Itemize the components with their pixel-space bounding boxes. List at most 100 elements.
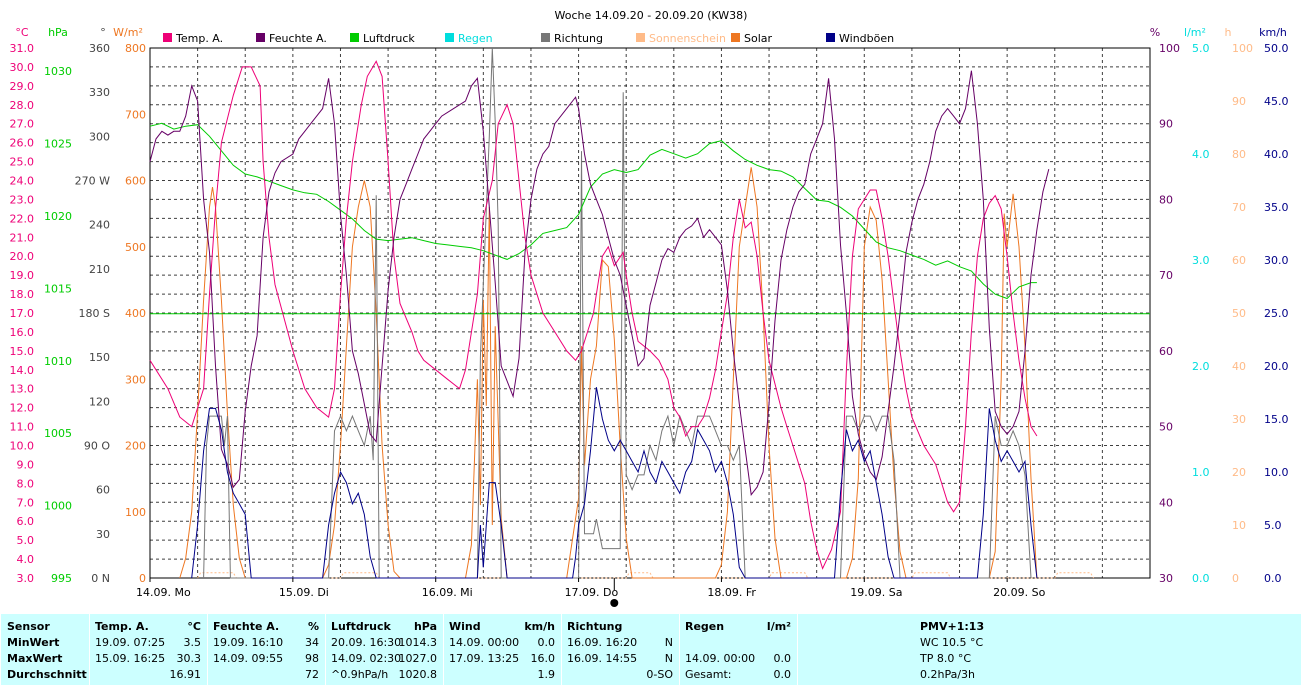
axis-tick-temp: 11.0 [10,421,35,434]
axis-tick-temp: 8.0 [17,477,35,490]
series-temp-a- [149,60,1038,570]
axis-tick-dir: 150 [89,351,110,364]
legend-swatch-press [350,33,359,42]
series-richtung [203,47,1032,579]
legend-swatch-gust [826,33,835,42]
axis-tick-temp: 9.0 [17,458,35,471]
x-tick-label: 15.09. Di [279,586,329,599]
axis-tick-temp: 4.0 [17,553,35,566]
axis-tick-dir: 180 S [79,307,110,320]
axis-tick-press: 1010 [44,355,72,368]
axis-tick-dir: 210 [89,263,110,276]
axis-tick-dir: 360 [89,42,110,55]
axis-tick-sun: 20 [1232,466,1246,479]
stats-wind-min-value: 0.0 [537,636,556,649]
axis-tick-temp: 21.0 [10,231,35,244]
legend-label-gust: Windböen [839,32,894,45]
axis-tick-temp: 29.0 [10,80,35,93]
stats-temp-avg-value: 16.91 [169,668,202,681]
axis-tick-sun: 0 [1232,572,1239,585]
axis-tick-temp: 3.0 [17,572,35,585]
axis-tick-rain: 3.0 [1192,254,1210,267]
axis-tick-gust: 50.0 [1264,42,1289,55]
axis-tick-gust: 30.0 [1264,254,1289,267]
stats-wind-header: Wind [449,620,481,633]
x-tick-label: 16.09. Mi [422,586,473,599]
axis-tick-dir: 120 [89,395,110,408]
legend-label-temp: Temp. A. [175,32,223,45]
axis-tick-solar: 200 [125,440,146,453]
axis-tick-temp: 5.0 [17,534,35,547]
axis-tick-temp: 23.0 [10,193,35,206]
axis-tick-rain: 2.0 [1192,360,1210,373]
series-feuchte-a- [149,70,1050,496]
axis-tick-press: 1025 [44,138,72,151]
axis-tick-gust: 45.0 [1264,95,1289,108]
stats-pmv-header: PMV+1:13 [920,620,985,633]
axis-tick-temp: 17.0 [10,307,35,320]
stats-temp-min-value: 3.5 [183,636,202,649]
legend-label-dir: Richtung [554,32,603,45]
axis-tick-temp: 16.0 [10,326,35,339]
axis-tick-temp: 10.0 [10,440,35,453]
axis-tick-hum: 80 [1159,193,1173,206]
axis-tick-solar: 300 [125,373,146,386]
axis-tick-press: 1005 [44,427,72,440]
x-tick-label: 14.09. Mo [136,586,191,599]
axis-tick-temp: 15.0 [10,345,35,358]
axis-tick-sun: 100 [1232,42,1253,55]
axis-tick-hum: 50 [1159,421,1173,434]
legend: Temp. A. Feuchte A. Luftdruck Regen Richtung… [163,32,894,45]
stats-dir-max-time: 16.09. 14:55 [567,652,638,665]
stats-col-rain: Regen l/m² 14.09. 00:00 0.0 Gesamt: 0.0 [679,614,797,685]
axis-tick-sun: 60 [1232,254,1246,267]
stats-table: Sensor MinWert MaxWert Durchschnitt Temp… [0,614,1301,685]
axis-tick-sun: 70 [1232,201,1246,214]
stats-press-min-time: 20.09. 16:30 [331,636,402,649]
axis-tick-gust: 20.0 [1264,360,1289,373]
stats-hum-header: Feuchte A. [213,620,280,633]
legend-swatch-dir [541,33,550,42]
axis-tick-temp: 7.0 [17,496,35,509]
axis-tick-temp: 31.0 [10,42,35,55]
stats-col-hum: Feuchte A. % 19.09. 16:10 34 14.09. 09:5… [207,614,325,685]
stats-avg-label: Durchschnitt [7,668,87,681]
axis-tick-temp: 6.0 [17,515,35,528]
stats-hum-max-value: 98 [305,652,319,665]
axis-tick-press: 995 [51,572,72,585]
stats-dir-header: Richtung [567,620,623,633]
stats-pmv-wc: WC 10.5 °C [920,636,984,649]
stats-temp-max-value: 30.3 [176,652,202,665]
axis-tick-temp: 12.0 [10,402,35,415]
axis-tick-dir: 240 [89,219,110,232]
axis-tick-hum: 30 [1159,572,1173,585]
stats-temp-max-time: 15.09. 16:25 [95,652,166,665]
stats-col-dir: Richtung 16.09. 16:20 N 16.09. 14:55 N 0… [561,614,679,685]
stats-wind-avg-value: 1.9 [537,668,556,681]
axis-tick-rain: 1.0 [1192,466,1210,479]
axis-tick-dir: 0 N [91,572,110,585]
axis-tick-gust: 0.0 [1264,572,1282,585]
series-luftdruck [149,122,1037,300]
stats-press-header: Luftdruck [331,620,391,633]
stats-rain-header: Regen [685,620,725,633]
legend-label-press: Luftdruck [363,32,415,45]
x-tick-label: 18.09. Fr [707,586,756,599]
stats-wind-max-time: 17.09. 13:25 [449,652,520,665]
legend-label-sun: Sonnenschein [649,32,726,45]
axis-unit-solar: W/m² [113,26,143,39]
stats-col-temp: Temp. A. °C 19.09. 07:25 3.5 15.09. 16:2… [89,614,207,685]
stats-temp-header: Temp. A. [95,620,149,633]
stats-pmv-trend: 0.2hPa/3h [920,668,976,681]
axis-tick-temp: 28.0 [10,99,35,112]
axis-tick-dir: 60 [96,484,110,497]
axis-tick-gust: 25.0 [1264,307,1289,320]
legend-label-hum: Feuchte A. [269,32,327,45]
stats-rain-total-label: Gesamt: [685,668,732,681]
axis-tick-sun: 90 [1232,95,1246,108]
axis-unit-dir: ° [100,26,106,39]
stats-hum-max-time: 14.09. 09:55 [213,652,284,665]
stats-rain-max-value: 0.0 [773,652,792,665]
axis-tick-rain: 5.0 [1192,42,1210,55]
axis-tick-press: 1030 [44,65,72,78]
